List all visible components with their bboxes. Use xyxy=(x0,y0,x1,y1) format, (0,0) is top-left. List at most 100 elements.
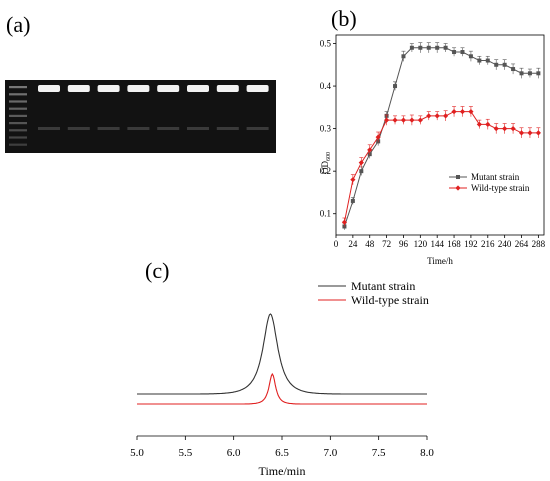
panel-label-c: (c) xyxy=(145,258,169,283)
x-tick-label: 5.5 xyxy=(178,447,192,459)
y-tick-label: 0.1 xyxy=(320,209,331,219)
data-point xyxy=(358,160,364,166)
y-tick-label: 0.5 xyxy=(320,39,332,49)
data-point xyxy=(476,121,482,127)
data-point xyxy=(350,177,356,183)
legend-marker xyxy=(456,175,460,179)
gel-image xyxy=(5,80,276,153)
ladder-band xyxy=(9,107,27,110)
gel-lanes xyxy=(38,85,269,130)
x-tick-label: 6.5 xyxy=(275,447,289,459)
x-axis: 0 24 48 72 96 120 144 168 192 216 240 264 288 xyxy=(334,235,546,249)
data-point xyxy=(375,134,381,140)
x-tick-label: 168 xyxy=(447,239,461,249)
x-tick-label: 8.0 xyxy=(420,447,434,459)
data-point xyxy=(502,126,508,132)
data-point xyxy=(493,126,499,132)
x-tick-label: 48 xyxy=(365,239,375,249)
data-point xyxy=(409,117,415,123)
y-axis-title-main: OD xyxy=(320,161,330,174)
data-point xyxy=(511,67,516,72)
data-point xyxy=(485,58,490,63)
data-point xyxy=(452,50,457,55)
gel-smear xyxy=(246,127,269,130)
data-point xyxy=(367,147,373,153)
data-point xyxy=(527,71,532,76)
x-tick-label: 5.0 xyxy=(130,447,144,459)
data-point xyxy=(527,130,533,136)
data-point xyxy=(426,113,432,119)
ladder-band xyxy=(9,129,27,132)
x-axis: 5.0 5.5 6.0 6.5 7.0 7.5 8.0 xyxy=(130,436,434,459)
gel-band xyxy=(187,85,209,92)
x-tick-label: 0 xyxy=(334,239,339,249)
ladder-band xyxy=(9,136,27,139)
x-tick-label: 144 xyxy=(430,239,444,249)
plot-frame xyxy=(335,34,545,236)
ladder-band xyxy=(9,86,27,89)
data-point xyxy=(494,62,499,67)
ladder-band xyxy=(9,100,27,103)
gel-band xyxy=(97,85,120,92)
x-tick-label: 72 xyxy=(382,239,391,249)
gel-band xyxy=(38,85,60,92)
series-line-mutant xyxy=(343,47,539,227)
gel-band xyxy=(67,85,90,92)
growth-chart: 0 24 48 72 96 120 144 168 192 216 240 264 288 0.1 0.2… xyxy=(320,34,546,266)
gel-smear xyxy=(67,127,90,130)
data-point xyxy=(341,219,348,225)
y-tick-label: 0.4 xyxy=(320,81,332,91)
ladder-band xyxy=(9,114,27,117)
legend-label: Wild-type strain xyxy=(471,183,530,193)
x-tick-label: 24 xyxy=(348,239,358,249)
data-point xyxy=(510,126,516,132)
legend-label: Mutant strain xyxy=(471,172,520,182)
data-point xyxy=(468,108,474,115)
y-tick-label: 0.3 xyxy=(320,124,332,134)
gel-smear xyxy=(157,127,180,130)
y-tick-label: 0.2 xyxy=(320,166,331,176)
data-point xyxy=(409,45,414,50)
data-point xyxy=(350,198,355,203)
data-point xyxy=(443,113,449,119)
data-point xyxy=(460,50,465,55)
gel-smear xyxy=(216,127,239,130)
x-tick-label: 240 xyxy=(498,239,512,249)
data-point xyxy=(536,71,541,76)
data-point xyxy=(477,58,482,63)
legend-marker xyxy=(455,185,461,191)
data-point xyxy=(519,71,524,76)
gel-smear xyxy=(127,127,150,130)
gel-ladder xyxy=(9,86,27,146)
x-tick-label: 192 xyxy=(464,239,478,249)
y-axis: 0.1 0.2 0.3 0.4 0.5 xyxy=(320,39,336,219)
data-point xyxy=(535,130,541,136)
data-point xyxy=(418,45,423,50)
data-point xyxy=(426,45,431,50)
data-point xyxy=(443,45,448,50)
gel-smear xyxy=(97,127,120,130)
data-point xyxy=(392,117,398,123)
data-point xyxy=(502,62,507,67)
series-line-wild-type xyxy=(137,372,427,405)
data-point xyxy=(417,117,423,123)
ladder-band xyxy=(9,122,27,125)
x-tick-label: 6.0 xyxy=(227,447,241,459)
series-line-wild-type xyxy=(343,111,539,223)
ladder-band xyxy=(9,143,27,146)
x-tick-label: 96 xyxy=(399,239,409,249)
gel-band xyxy=(246,85,269,92)
series-group xyxy=(341,42,541,230)
panel-label-a: (a) xyxy=(6,12,30,37)
x-tick-label: 216 xyxy=(481,239,495,249)
x-axis-title: Time/h xyxy=(427,256,453,266)
data-point xyxy=(359,169,364,174)
gel-smear xyxy=(187,127,209,130)
gel-band xyxy=(127,85,150,92)
data-point xyxy=(435,45,440,50)
legend-label: Wild-type strain xyxy=(351,293,429,307)
x-tick-label: 7.0 xyxy=(323,447,337,459)
gel-smear xyxy=(38,127,60,130)
